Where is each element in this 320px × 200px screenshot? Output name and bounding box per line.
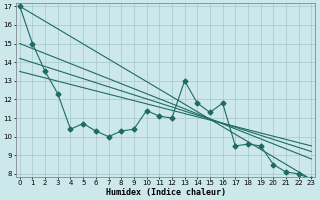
X-axis label: Humidex (Indice chaleur): Humidex (Indice chaleur) <box>106 188 226 197</box>
